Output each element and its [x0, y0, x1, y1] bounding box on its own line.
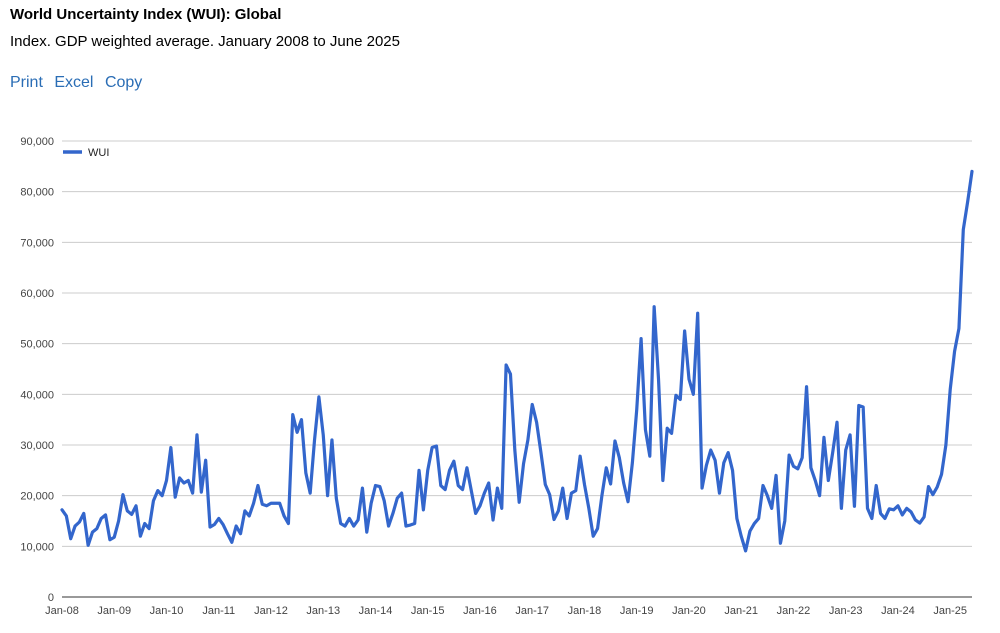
chart-title: World Uncertainty Index (WUI): Global — [10, 6, 282, 23]
y-axis-ticks: 0 10,000 20,000 30,000 40,000 50,000 60,000 70,… — [20, 136, 54, 604]
x-tick-label: Jan-23 — [829, 605, 863, 617]
print-link[interactable]: Print — [10, 74, 43, 91]
x-tick-label: Jan-21 — [724, 605, 758, 617]
x-tick-label: Jan-25 — [933, 605, 967, 617]
chart-subtitle: Index. GDP weighted average. January 200… — [10, 33, 400, 50]
series-layer — [60, 169, 974, 553]
x-tick-label: Jan-11 — [202, 605, 235, 617]
x-tick-label: Jan-24 — [881, 605, 915, 617]
x-tick-label: Jan-13 — [306, 605, 340, 617]
x-tick-label: Jan-12 — [254, 605, 288, 617]
x-tick-label: Jan-10 — [150, 605, 184, 617]
x-tick-label: Jan-17 — [515, 605, 549, 617]
x-tick-label: Jan-09 — [97, 605, 131, 617]
y-tick-label: 50,000 — [20, 339, 54, 351]
series-line-wui — [60, 169, 974, 553]
y-tick-label: 20,000 — [20, 491, 54, 503]
y-tick-label: 30,000 — [20, 440, 54, 452]
y-tick-label: 70,000 — [20, 237, 54, 249]
y-tick-label: 60,000 — [20, 288, 54, 300]
excel-link[interactable]: Excel — [54, 74, 94, 91]
legend-label-wui: WUI — [88, 147, 109, 159]
y-tick-label: 0 — [48, 592, 54, 604]
x-tick-label: Jan-15 — [411, 605, 445, 617]
x-axis-ticks: Jan-08 Jan-09 Jan-10 Jan-11 Jan-12 Jan-13 Jan-… — [45, 605, 967, 617]
copy-link[interactable]: Copy — [104, 74, 143, 91]
export-actions: Print Excel Copy — [10, 74, 149, 92]
x-tick-label: Jan-16 — [463, 605, 497, 617]
x-tick-label: Jan-14 — [359, 605, 393, 617]
y-tick-label: 40,000 — [20, 389, 54, 401]
y-tick-label: 80,000 — [20, 187, 54, 199]
x-tick-label: Jan-20 — [672, 605, 706, 617]
y-tick-label: 90,000 — [20, 136, 54, 148]
x-tick-label: Jan-18 — [568, 605, 602, 617]
y-tick-label: 10,000 — [20, 541, 54, 553]
x-tick-label: Jan-19 — [620, 605, 654, 617]
x-tick-label: Jan-08 — [45, 605, 79, 617]
legend[interactable]: WUI — [63, 147, 109, 159]
x-tick-label: Jan-22 — [777, 605, 811, 617]
gridlines — [62, 140, 972, 598]
